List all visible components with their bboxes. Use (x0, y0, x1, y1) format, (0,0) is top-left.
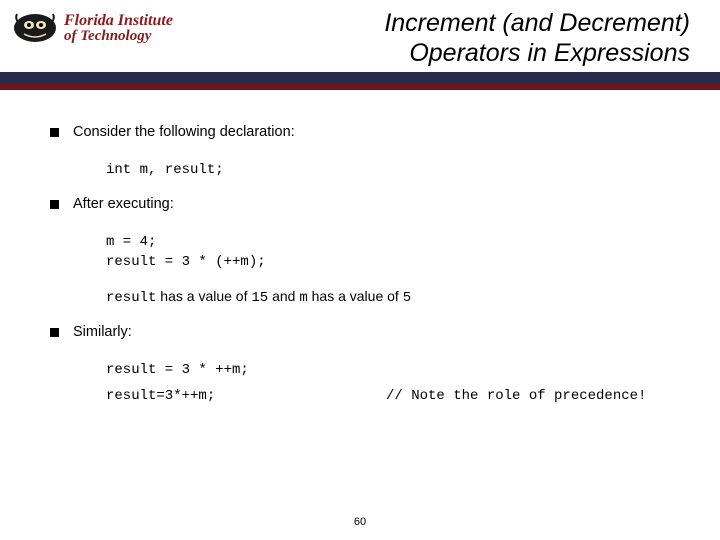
slide-header: Florida Institute of Technology Incremen… (0, 0, 720, 72)
bullet-1: Consider the following declaration: (50, 124, 670, 140)
code-sim2-row: result=3*++m; // Note the role of preced… (106, 388, 670, 404)
logo-text: Florida Institute of Technology (64, 13, 173, 44)
bullet-square-icon (50, 128, 59, 137)
logo-block: Florida Institute of Technology (12, 8, 173, 48)
result-explanation: result has a value of 15 and m has a val… (106, 288, 670, 306)
code-decl: int m, result; (106, 162, 670, 178)
code-sim1: result = 3 * ++m; (106, 362, 670, 378)
code-decl-block: int m, result; (106, 162, 670, 178)
bullet-square-icon (50, 328, 59, 337)
bullet-2: After executing: (50, 196, 670, 212)
title-line2: Operators in Expressions (173, 38, 690, 68)
result-txt1: has a value of (156, 288, 251, 304)
result-val1: 15 (251, 290, 268, 306)
code-exec-block: m = 4; result = 3 * (++m); (106, 234, 670, 270)
logo-line1: Florida Institute (64, 13, 173, 29)
bullet-square-icon (50, 200, 59, 209)
code-sim2: result=3*++m; (106, 388, 386, 404)
title-block: Increment (and Decrement) Operators in E… (173, 8, 708, 68)
code-exec2: result = 3 * (++m); (106, 254, 670, 270)
result-txt2: and (268, 288, 299, 304)
bullet-1-text: Consider the following declaration: (73, 124, 295, 140)
result-val2: 5 (403, 290, 411, 306)
bullet-3-text: Similarly: (73, 324, 132, 340)
code-note: // Note the role of precedence! (386, 388, 646, 404)
bullet-3: Similarly: (50, 324, 670, 340)
logo-line2: of Technology (64, 29, 173, 44)
page-number: 60 (0, 516, 720, 528)
code-sim-block: result = 3 * ++m; result=3*++m; // Note … (106, 362, 670, 404)
title-line1: Increment (and Decrement) (173, 8, 690, 38)
header-bar-dark (0, 72, 720, 84)
slide-content: Consider the following declaration: int … (0, 90, 720, 404)
code-exec1: m = 4; (106, 234, 670, 250)
result-txt3: has a value of (308, 288, 403, 304)
result-var2: m (299, 290, 307, 306)
panther-logo-icon (12, 8, 58, 48)
bullet-2-text: After executing: (73, 196, 174, 212)
result-var1: result (106, 290, 156, 306)
